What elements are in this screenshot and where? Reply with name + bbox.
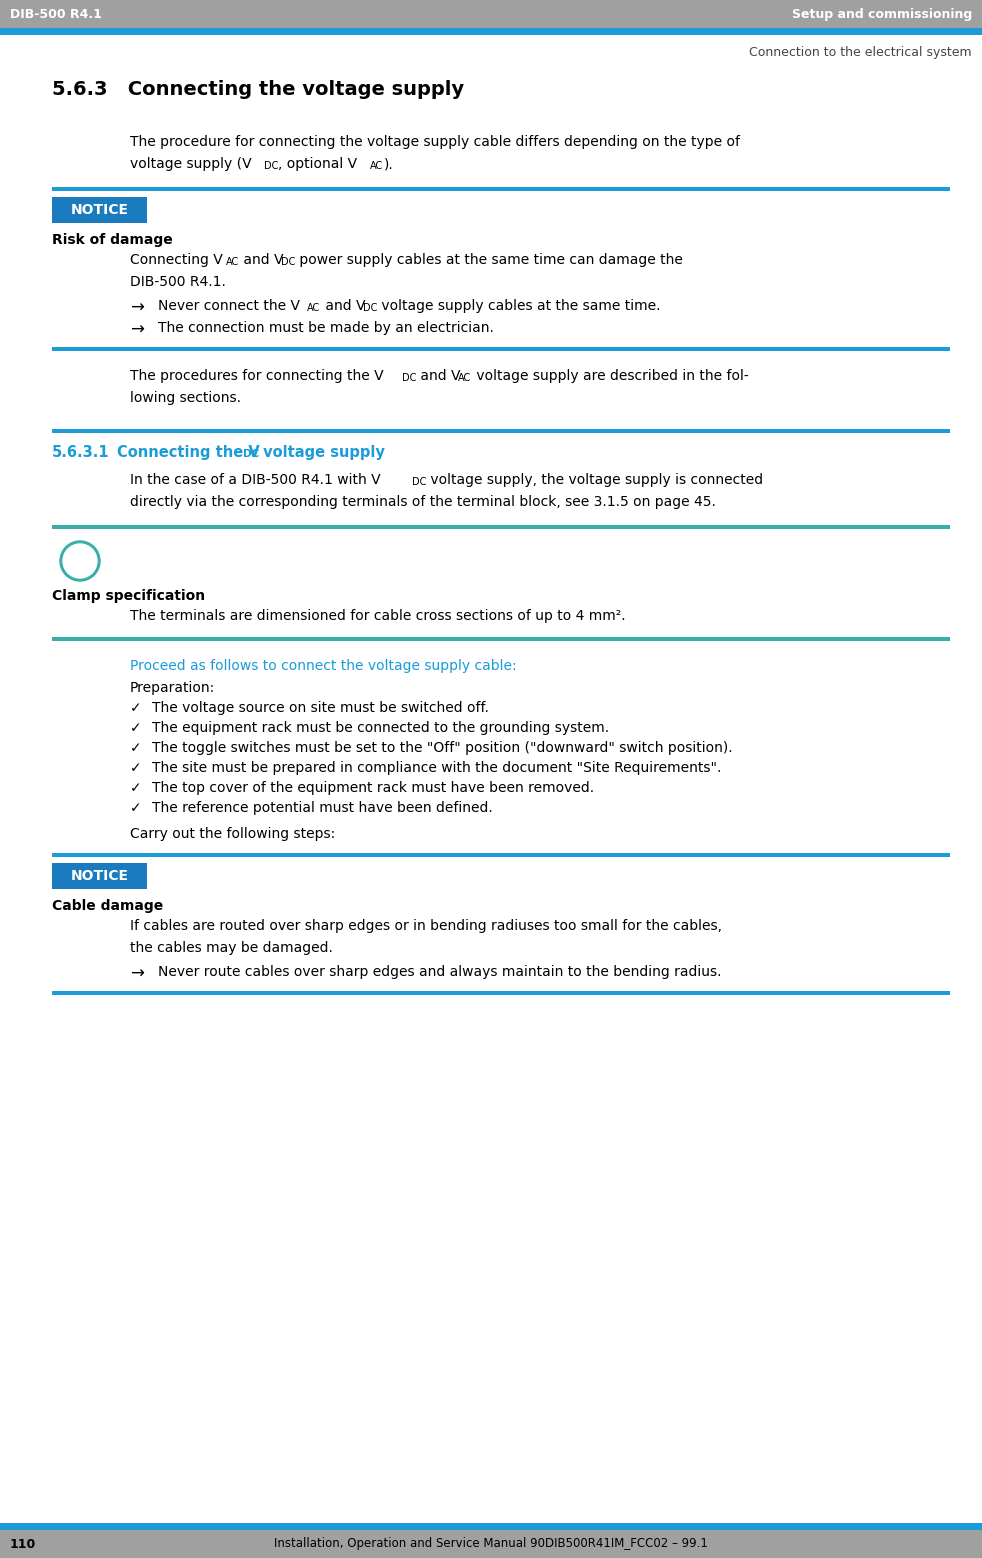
Text: ✓: ✓ xyxy=(130,742,141,756)
Text: voltage supply: voltage supply xyxy=(258,446,385,460)
Text: →: → xyxy=(130,964,144,983)
Text: The voltage source on site must be switched off.: The voltage source on site must be switc… xyxy=(152,701,489,715)
Bar xyxy=(0,28,982,34)
Bar xyxy=(52,196,147,223)
Text: Carry out the following steps:: Carry out the following steps: xyxy=(130,827,335,841)
Text: Clamp specification: Clamp specification xyxy=(52,589,205,603)
Text: DC: DC xyxy=(243,449,259,460)
Text: The top cover of the equipment rack must have been removed.: The top cover of the equipment rack must… xyxy=(152,781,594,795)
Text: NOTICE: NOTICE xyxy=(71,869,129,883)
Text: Connection to the electrical system: Connection to the electrical system xyxy=(749,45,972,59)
Text: AC: AC xyxy=(226,257,240,266)
Text: In the case of a DIB-500 R4.1 with V: In the case of a DIB-500 R4.1 with V xyxy=(130,474,381,488)
Text: power supply cables at the same time can damage the: power supply cables at the same time can… xyxy=(295,252,682,266)
Text: Connecting V: Connecting V xyxy=(130,252,223,266)
Text: Never connect the V: Never connect the V xyxy=(158,299,300,313)
Bar xyxy=(52,525,950,530)
Text: The procedures for connecting the V: The procedures for connecting the V xyxy=(130,369,384,383)
Text: voltage supply cables at the same time.: voltage supply cables at the same time. xyxy=(377,299,661,313)
Bar xyxy=(52,863,147,890)
Text: The reference potential must have been defined.: The reference potential must have been d… xyxy=(152,801,493,815)
Circle shape xyxy=(60,541,100,581)
Text: DIB-500 R4.1: DIB-500 R4.1 xyxy=(10,8,102,20)
Text: DC: DC xyxy=(412,477,426,488)
Text: DC: DC xyxy=(402,372,416,383)
Bar xyxy=(0,0,982,28)
Bar xyxy=(52,991,950,996)
Text: voltage supply, the voltage supply is connected: voltage supply, the voltage supply is co… xyxy=(426,474,763,488)
Text: and V: and V xyxy=(239,252,284,266)
Text: 110: 110 xyxy=(10,1538,36,1550)
Bar xyxy=(0,1524,982,1530)
Text: Cable damage: Cable damage xyxy=(52,899,163,913)
Circle shape xyxy=(63,544,97,578)
Text: The equipment rack must be connected to the grounding system.: The equipment rack must be connected to … xyxy=(152,721,609,735)
Text: ✓: ✓ xyxy=(130,801,141,815)
Text: The site must be prepared in compliance with the document "Site Requirements".: The site must be prepared in compliance … xyxy=(152,760,722,774)
Text: AC: AC xyxy=(458,372,471,383)
Text: The toggle switches must be set to the "Off" position ("downward" switch positio: The toggle switches must be set to the "… xyxy=(152,742,733,756)
Bar xyxy=(0,1530,982,1558)
Text: ✓: ✓ xyxy=(130,721,141,735)
Bar xyxy=(52,347,950,351)
Bar xyxy=(52,852,950,857)
Text: 5.6.3.1: 5.6.3.1 xyxy=(52,446,110,460)
Text: directly via the corresponding terminals of the terminal block, see 3.1.5 on pag: directly via the corresponding terminals… xyxy=(130,495,716,509)
Text: Connecting the V: Connecting the V xyxy=(117,446,260,460)
Text: 5.6.3   Connecting the voltage supply: 5.6.3 Connecting the voltage supply xyxy=(52,79,464,100)
Text: ✓: ✓ xyxy=(130,701,141,715)
Text: ).: ). xyxy=(384,157,394,171)
Text: DC: DC xyxy=(264,160,278,171)
Text: If cables are routed over sharp edges or in bending radiuses too small for the c: If cables are routed over sharp edges or… xyxy=(130,919,722,933)
Text: Setup and commissioning: Setup and commissioning xyxy=(791,8,972,20)
Text: Proceed as follows to connect the voltage supply cable:: Proceed as follows to connect the voltag… xyxy=(130,659,517,673)
Text: Never route cables over sharp edges and always maintain to the bending radius.: Never route cables over sharp edges and … xyxy=(158,964,722,978)
Text: Preparation:: Preparation: xyxy=(130,681,215,695)
Text: voltage supply are described in the fol-: voltage supply are described in the fol- xyxy=(472,369,748,383)
Text: i: i xyxy=(78,553,82,569)
Text: The connection must be made by an electrician.: The connection must be made by an electr… xyxy=(158,321,494,335)
Text: lowing sections.: lowing sections. xyxy=(130,391,241,405)
Text: The terminals are dimensioned for cable cross sections of up to 4 mm².: The terminals are dimensioned for cable … xyxy=(130,609,626,623)
Text: , optional V: , optional V xyxy=(278,157,357,171)
Text: ✓: ✓ xyxy=(130,760,141,774)
Text: AC: AC xyxy=(307,302,320,313)
Text: DC: DC xyxy=(363,302,377,313)
Text: →: → xyxy=(130,321,144,340)
Text: DIB-500 R4.1.: DIB-500 R4.1. xyxy=(130,276,226,288)
Bar xyxy=(52,187,950,192)
Text: Installation, Operation and Service Manual 90DIB500R41IM_FCC02 – 99.1: Installation, Operation and Service Manu… xyxy=(274,1538,708,1550)
Text: The procedure for connecting the voltage supply cable differs depending on the t: The procedure for connecting the voltage… xyxy=(130,136,740,150)
Text: AC: AC xyxy=(370,160,383,171)
Text: voltage supply (V: voltage supply (V xyxy=(130,157,251,171)
Text: ✓: ✓ xyxy=(130,781,141,795)
Text: DC: DC xyxy=(281,257,296,266)
Bar xyxy=(52,428,950,433)
Text: and V: and V xyxy=(321,299,365,313)
Text: the cables may be damaged.: the cables may be damaged. xyxy=(130,941,333,955)
Text: Risk of damage: Risk of damage xyxy=(52,234,173,248)
Bar xyxy=(52,637,950,640)
Text: →: → xyxy=(130,299,144,316)
Text: NOTICE: NOTICE xyxy=(71,203,129,217)
Text: and V: and V xyxy=(416,369,461,383)
